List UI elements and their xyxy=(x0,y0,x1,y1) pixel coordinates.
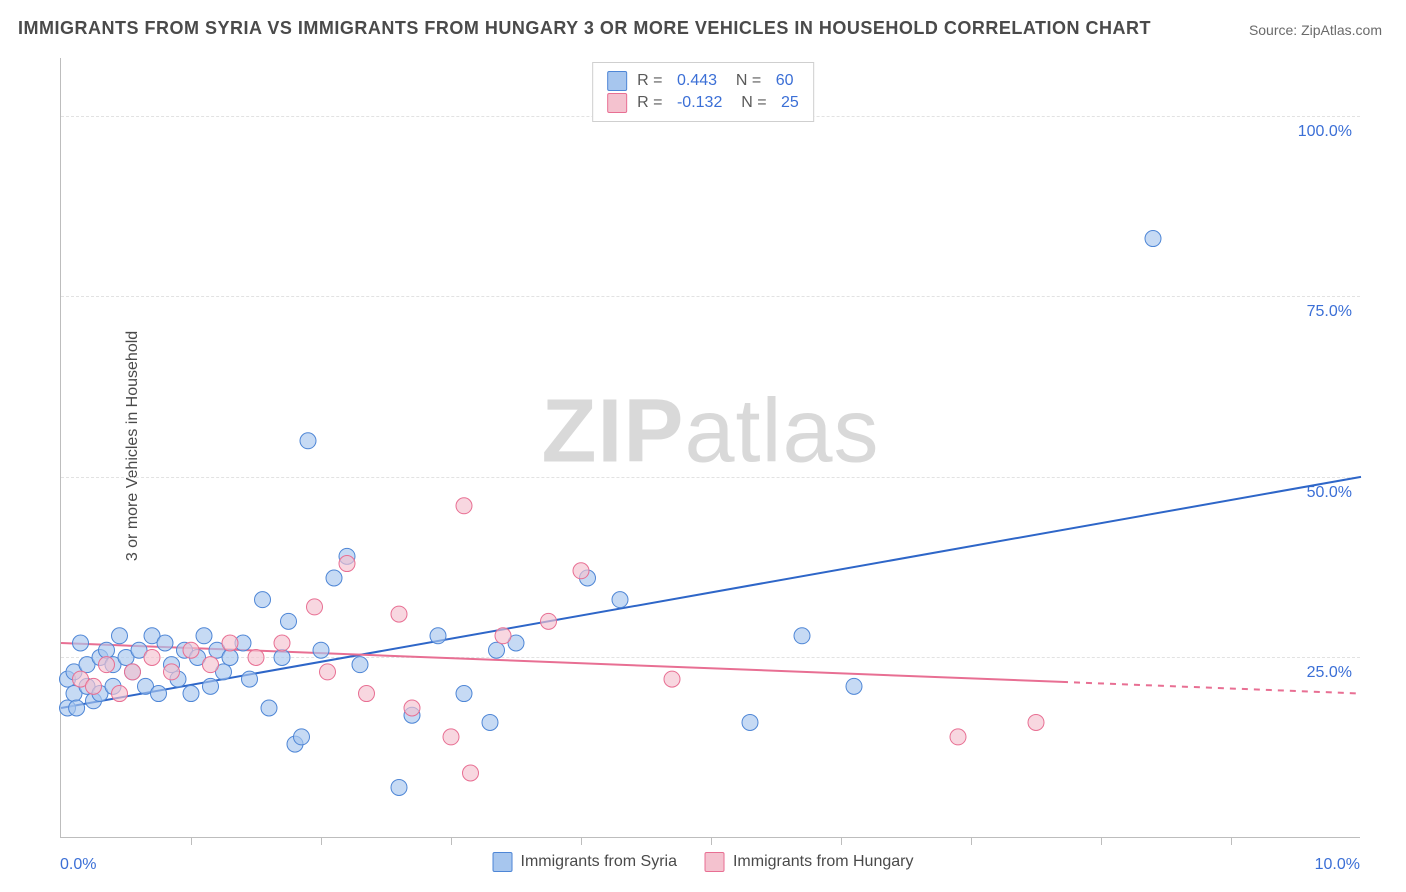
series-legend: Immigrants from Syria Immigrants from Hu… xyxy=(493,852,914,872)
point-hungary xyxy=(664,671,680,687)
point-hungary xyxy=(1028,714,1044,730)
legend-label: Immigrants from Hungary xyxy=(733,853,914,871)
legend-row-hungary: R = -0.132 N = 25 xyxy=(607,93,799,113)
point-syria xyxy=(112,628,128,644)
point-hungary xyxy=(203,657,219,673)
point-hungary xyxy=(307,599,323,615)
legend-row-syria: R = 0.443 N = 60 xyxy=(607,71,799,91)
point-hungary xyxy=(456,498,472,514)
point-syria xyxy=(255,592,271,608)
source-label: Source: ZipAtlas.com xyxy=(1249,22,1382,38)
point-hungary xyxy=(463,765,479,781)
point-syria xyxy=(430,628,446,644)
point-syria xyxy=(242,671,258,687)
point-syria xyxy=(391,779,407,795)
point-hungary xyxy=(183,642,199,658)
point-hungary xyxy=(443,729,459,745)
point-syria xyxy=(294,729,310,745)
x-tick xyxy=(451,837,452,845)
plot-area: ZIPatlas 25.0%50.0%75.0%100.0% xyxy=(60,58,1360,838)
swatch-syria-icon xyxy=(493,852,513,872)
point-syria xyxy=(489,642,505,658)
chart-title: IMMIGRANTS FROM SYRIA VS IMMIGRANTS FROM… xyxy=(18,18,1151,39)
swatch-hungary xyxy=(607,93,627,113)
legend-item-hungary: Immigrants from Hungary xyxy=(705,852,914,872)
x-tick xyxy=(1101,837,1102,845)
swatch-syria xyxy=(607,71,627,91)
legend-item-syria: Immigrants from Syria xyxy=(493,852,677,872)
point-hungary xyxy=(274,635,290,651)
point-syria xyxy=(69,700,85,716)
x-tick xyxy=(321,837,322,845)
point-syria xyxy=(99,642,115,658)
point-syria xyxy=(222,649,238,665)
point-syria xyxy=(612,592,628,608)
point-hungary xyxy=(144,649,160,665)
x-tick xyxy=(711,837,712,845)
point-syria xyxy=(794,628,810,644)
point-syria xyxy=(183,686,199,702)
point-syria xyxy=(482,714,498,730)
x-tick xyxy=(971,837,972,845)
point-hungary xyxy=(495,628,511,644)
point-hungary xyxy=(125,664,141,680)
legend-label: Immigrants from Syria xyxy=(521,853,677,871)
point-hungary xyxy=(950,729,966,745)
point-syria xyxy=(73,635,89,651)
point-syria xyxy=(352,657,368,673)
point-syria xyxy=(1145,231,1161,247)
point-syria xyxy=(742,714,758,730)
point-syria xyxy=(157,635,173,651)
point-syria xyxy=(151,686,167,702)
point-syria xyxy=(300,433,316,449)
point-syria xyxy=(203,678,219,694)
x-tick xyxy=(191,837,192,845)
point-hungary xyxy=(359,686,375,702)
point-hungary xyxy=(391,606,407,622)
point-syria xyxy=(261,700,277,716)
x-axis-min-label: 0.0% xyxy=(60,856,96,874)
point-hungary xyxy=(573,563,589,579)
x-tick xyxy=(841,837,842,845)
x-tick xyxy=(1231,837,1232,845)
point-syria xyxy=(456,686,472,702)
point-hungary xyxy=(320,664,336,680)
point-syria xyxy=(196,628,212,644)
point-hungary xyxy=(339,556,355,572)
point-hungary xyxy=(164,664,180,680)
scatter-points xyxy=(61,58,1360,837)
swatch-hungary-icon xyxy=(705,852,725,872)
point-syria xyxy=(281,613,297,629)
point-syria xyxy=(313,642,329,658)
x-axis-max-label: 10.0% xyxy=(1315,856,1360,874)
point-hungary xyxy=(248,649,264,665)
point-syria xyxy=(274,649,290,665)
point-hungary xyxy=(86,678,102,694)
point-hungary xyxy=(222,635,238,651)
point-syria xyxy=(846,678,862,694)
point-syria xyxy=(326,570,342,586)
x-tick xyxy=(581,837,582,845)
point-hungary xyxy=(112,686,128,702)
point-hungary xyxy=(541,613,557,629)
point-hungary xyxy=(404,700,420,716)
point-hungary xyxy=(99,657,115,673)
correlation-legend: R = 0.443 N = 60 R = -0.132 N = 25 xyxy=(592,62,814,122)
